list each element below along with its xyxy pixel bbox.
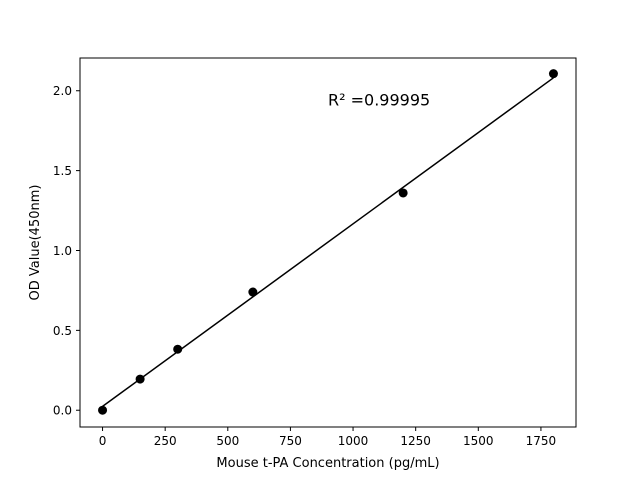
y-tick-label: 2.0	[53, 84, 72, 98]
x-tick-label: 750	[279, 434, 302, 448]
data-point	[248, 287, 258, 297]
data-point	[548, 69, 558, 79]
y-axis-ticks: 0.0 0.5 1.0 1.5 2.0	[53, 84, 80, 418]
data-point	[173, 344, 183, 354]
data-point	[98, 405, 108, 415]
x-tick-label: 1250	[400, 434, 431, 448]
y-axis-label: OD Value(450nm)	[28, 185, 43, 301]
y-tick-label: 0.5	[53, 324, 72, 338]
y-tick-label: 1.0	[53, 244, 72, 258]
x-tick-label: 1500	[463, 434, 494, 448]
axes-frame	[79, 57, 577, 428]
x-axis-ticks: 0 250 500 750 1000 1250 1500 1750	[99, 427, 556, 448]
x-tick-label: 500	[216, 434, 239, 448]
r-squared-annotation: R² =0.99995	[328, 91, 430, 110]
x-tick-label: 1750	[526, 434, 557, 448]
y-tick-label: 0.0	[53, 404, 72, 418]
x-axis-label: Mouse t-PA Concentration (pg/mL)	[216, 456, 439, 471]
plot-area	[98, 69, 558, 415]
x-tick-label: 0	[99, 434, 107, 448]
data-point	[135, 374, 145, 384]
x-tick-label: 1000	[338, 434, 369, 448]
y-tick-label: 1.5	[53, 164, 72, 178]
data-point	[398, 188, 408, 198]
x-tick-label: 250	[154, 434, 177, 448]
